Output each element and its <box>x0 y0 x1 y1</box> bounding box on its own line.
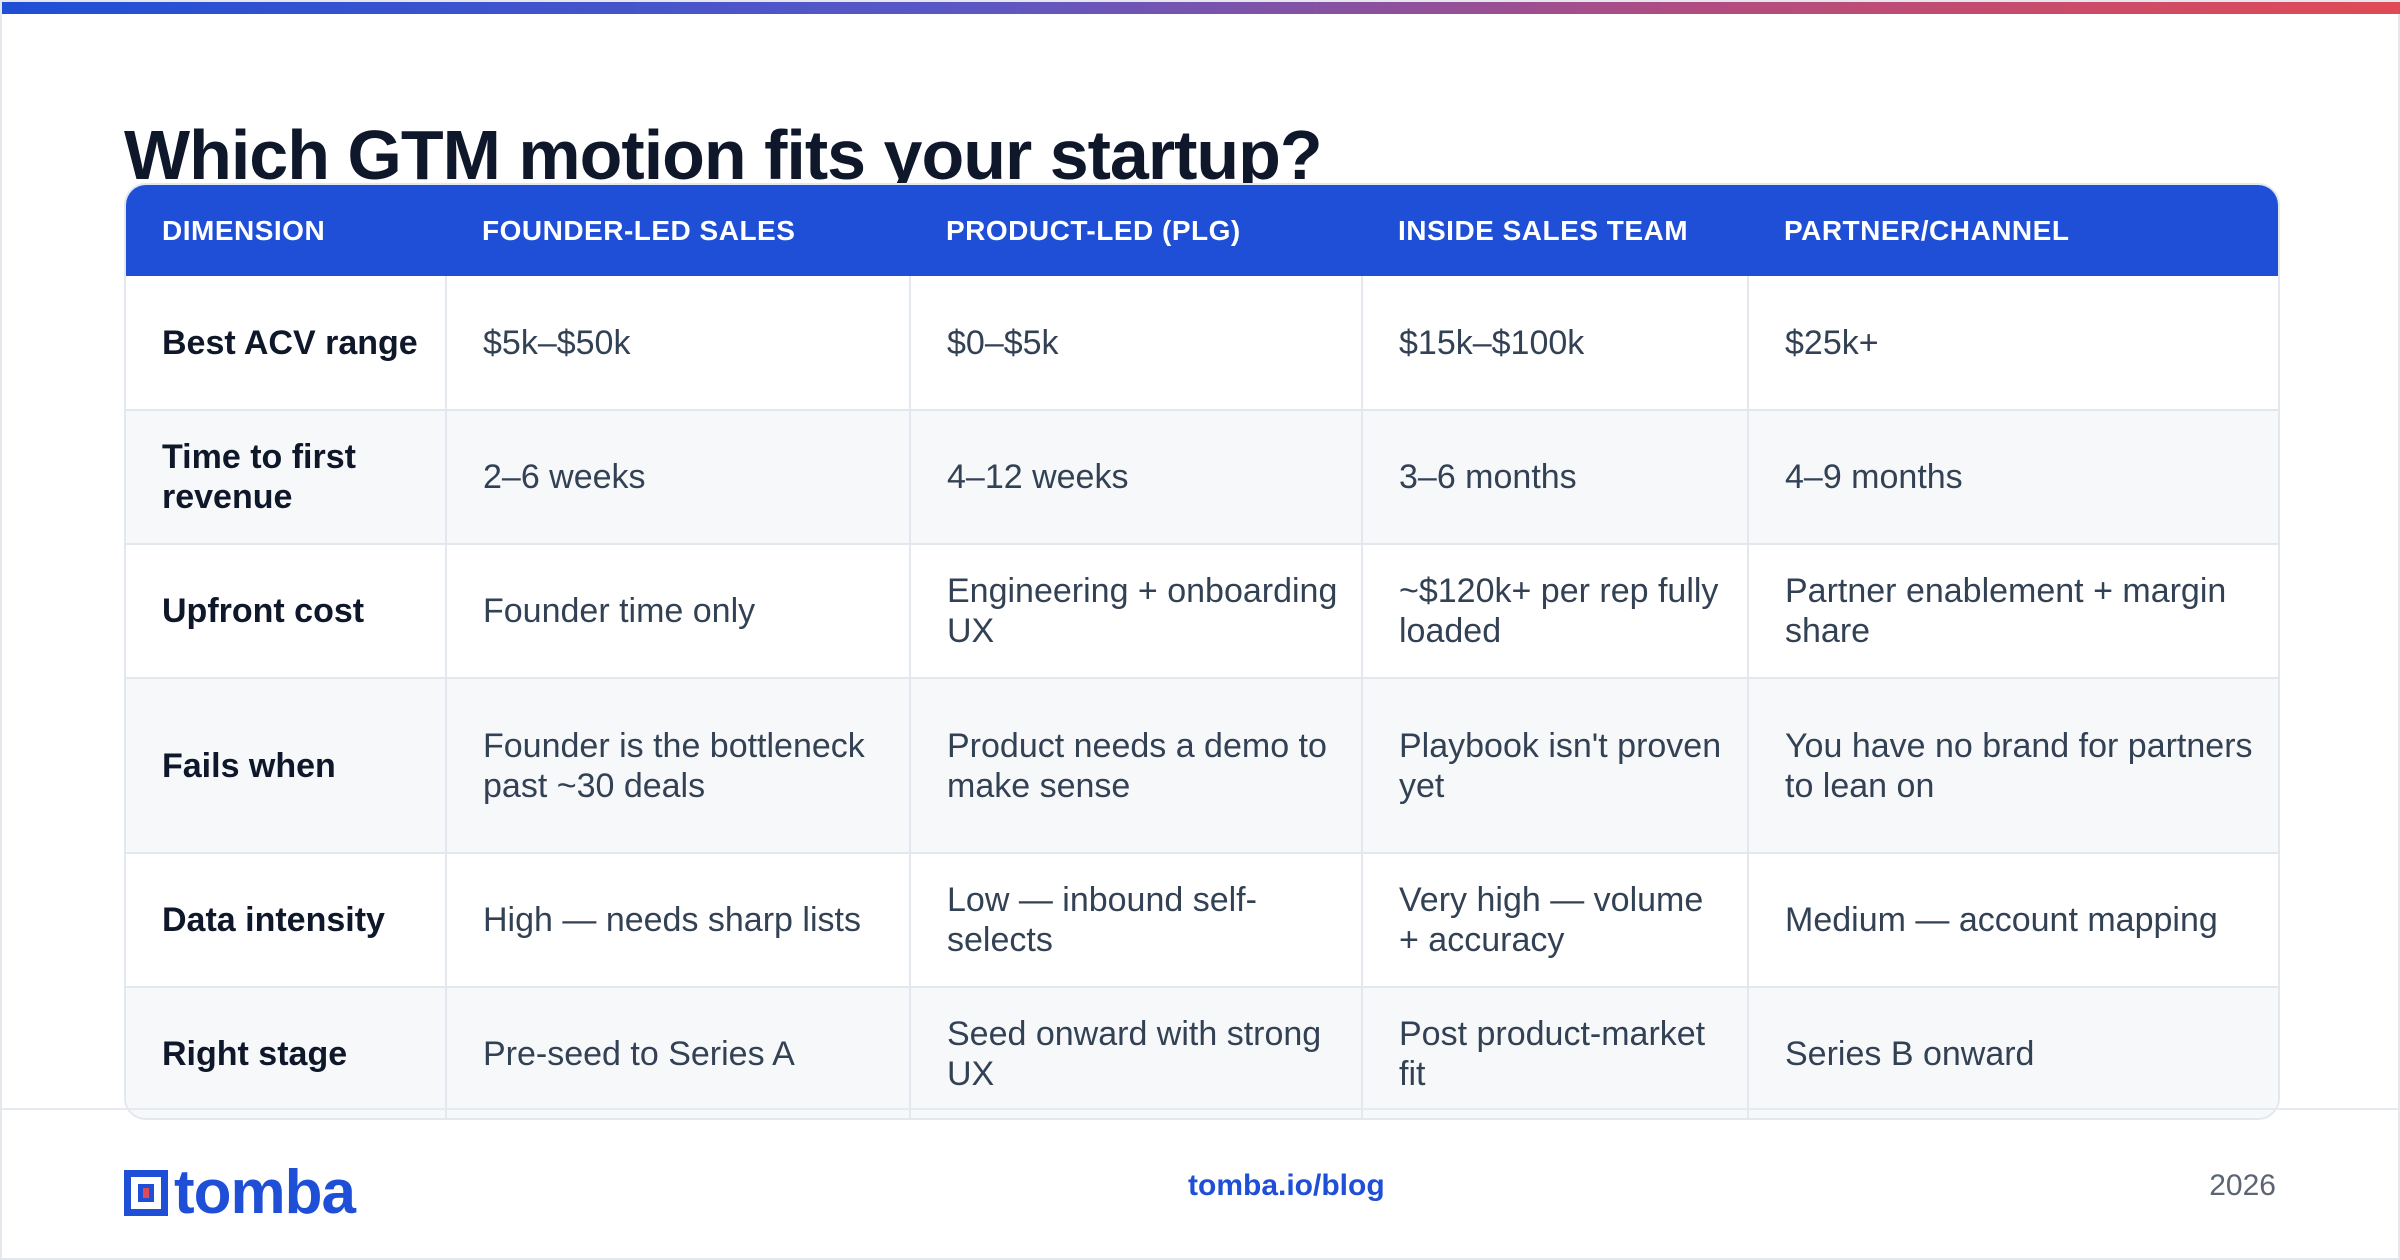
table-cell: 4–12 weeks <box>910 410 1363 545</box>
row-dimension-label: Data intensity <box>126 853 447 988</box>
tomba-logo[interactable]: tomba <box>124 1158 356 1227</box>
table-cell: Series B onward <box>1748 987 2278 1118</box>
row-dimension-label: Fails when <box>126 678 447 854</box>
comparison-table-card: DIMENSION FOUNDER-LED SALES PRODUCT-LED … <box>124 183 2280 1120</box>
table-cell: 2–6 weeks <box>446 410 911 545</box>
blog-link[interactable]: tomba.io/blog <box>1188 1169 1385 1202</box>
footer-year: 2026 <box>2209 1169 2276 1202</box>
header-founder-led-sales: FOUNDER-LED SALES <box>482 214 796 246</box>
table-cell: You have no brand for partners to lean o… <box>1748 678 2278 854</box>
table-row: Upfront cost Founder time only Engineeri… <box>126 544 2278 679</box>
table-cell: 4–9 months <box>1748 410 2278 545</box>
table-header-row: DIMENSION FOUNDER-LED SALES PRODUCT-LED … <box>126 185 2278 276</box>
header-inside-sales-team: INSIDE SALES TEAM <box>1398 214 1689 246</box>
footer-divider <box>2 1108 2400 1110</box>
table-cell: Founder is the bottleneck past ~30 deals <box>446 678 911 854</box>
header-dimension: DIMENSION <box>162 214 326 246</box>
table-cell: Seed onward with strong UX <box>910 987 1363 1118</box>
page-title: Which GTM motion fits your startup? <box>124 116 1323 194</box>
header-partner-channel: PARTNER/CHANNEL <box>1784 214 2070 246</box>
row-dimension-label: Time to first revenue <box>126 410 447 545</box>
table-cell: $0–$5k <box>910 276 1363 411</box>
table-cell: Partner enablement + margin share <box>1748 544 2278 679</box>
tomba-logo-mark-icon <box>124 1170 168 1216</box>
table-row: Fails when Founder is the bottleneck pas… <box>126 678 2278 854</box>
table-cell: ~$120k+ per rep fully loaded <box>1362 544 1749 679</box>
header-product-led: PRODUCT-LED (PLG) <box>946 214 1241 246</box>
table-cell: Medium — account mapping <box>1748 853 2278 988</box>
table-cell: $25k+ <box>1748 276 2278 411</box>
row-dimension-label: Right stage <box>126 987 447 1118</box>
table-cell: $5k–$50k <box>446 276 911 411</box>
table-cell: 3–6 months <box>1362 410 1749 545</box>
table-row: Data intensity High — needs sharp lists … <box>126 853 2278 988</box>
table-cell: Low — inbound self-selects <box>910 853 1363 988</box>
table-cell: Founder time only <box>446 544 911 679</box>
table-cell: High — needs sharp lists <box>446 853 911 988</box>
table-row: Time to first revenue 2–6 weeks 4–12 wee… <box>126 410 2278 545</box>
comparison-table: DIMENSION FOUNDER-LED SALES PRODUCT-LED … <box>126 185 2278 1118</box>
table-cell: Engineering + onboarding UX <box>910 544 1363 679</box>
table-row: Right stage Pre-seed to Series A Seed on… <box>126 987 2278 1118</box>
table-row: Best ACV range $5k–$50k $0–$5k $15k–$100… <box>126 276 2278 411</box>
table-cell: Post product-market fit <box>1362 987 1749 1118</box>
table-cell: Playbook isn't proven yet <box>1362 678 1749 854</box>
row-dimension-label: Upfront cost <box>126 544 447 679</box>
table-cell: Pre-seed to Series A <box>446 987 911 1118</box>
table-cell: Very high — volume + accuracy <box>1362 853 1749 988</box>
table-cell: Product needs a demo to make sense <box>910 678 1363 854</box>
gradient-top-bar <box>2 2 2400 14</box>
table-cell: $15k–$100k <box>1362 276 1749 411</box>
logo-wordmark: tomba <box>174 1158 356 1227</box>
row-dimension-label: Best ACV range <box>126 276 447 411</box>
